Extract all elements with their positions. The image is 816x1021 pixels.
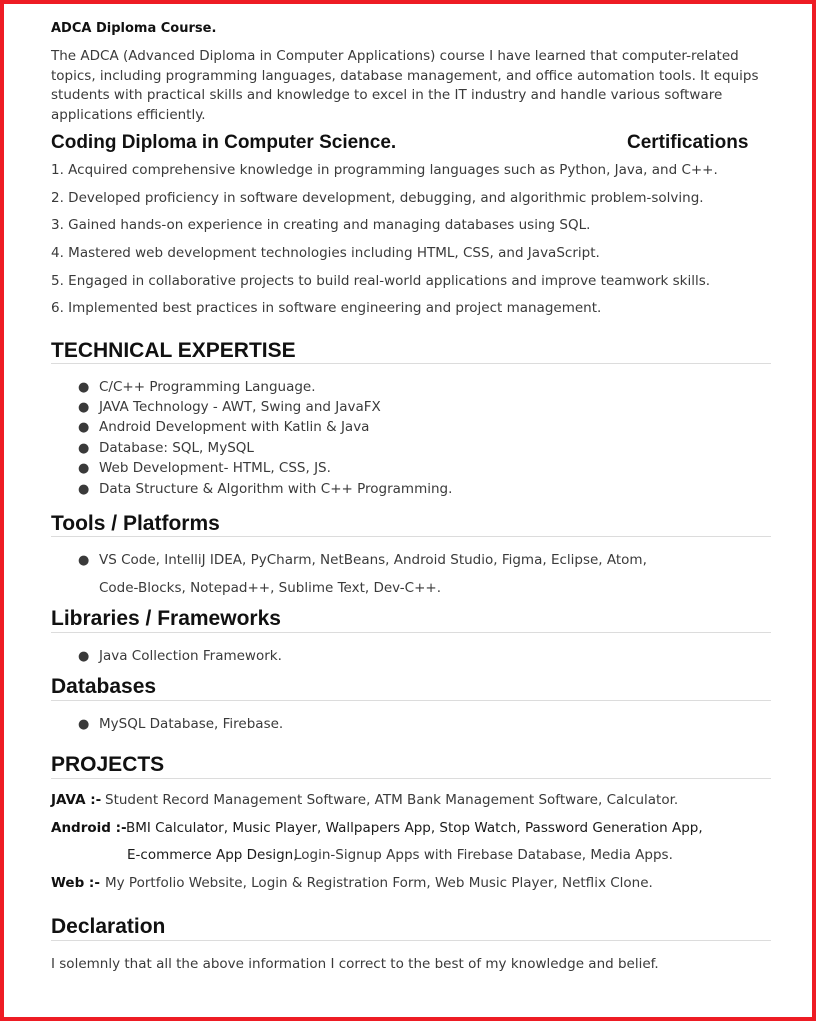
diploma-item-6: 6. Implemented best practices in softwar… (51, 300, 602, 316)
diploma-item-2: 2. Developed proficiency in software dev… (51, 190, 704, 206)
tools-heading: Tools / Platforms (51, 512, 220, 535)
tech-item-3: Android Development with Katlin & Java (99, 419, 370, 435)
tech-item-5: Web Development- HTML, CSS, JS. (99, 460, 331, 476)
project-java-label: JAVA :- (51, 792, 102, 808)
bullet-icon: ● (78, 461, 90, 476)
bullet-icon: ● (78, 482, 90, 497)
bullet-icon: ● (78, 380, 90, 395)
libraries-heading: Libraries / Frameworks (51, 607, 281, 630)
bullet-icon: ● (78, 441, 90, 456)
section-divider (51, 632, 771, 633)
bullet-icon: ● (78, 649, 90, 664)
certifications-label: Certifications (627, 132, 749, 153)
bullet-icon: ● (78, 420, 90, 435)
coding-diploma-title: Coding Diploma in Computer Science. (51, 132, 397, 153)
libraries-item: Java Collection Framework. (99, 648, 282, 664)
bullet-icon: ● (78, 400, 90, 415)
project-android-line-2b: Login-Signup Apps with Firebase Database… (294, 847, 673, 863)
project-android-label: Android :- (51, 820, 127, 836)
tech-item-2: JAVA Technology - AWT, Swing and JavaFX (99, 399, 381, 415)
project-java-text: Student Record Management Software, ATM … (105, 792, 679, 808)
adca-paragraph: The ADCA (Advanced Diploma in Computer A… (51, 48, 759, 123)
section-divider (51, 778, 771, 779)
project-web-label: Web :- (51, 875, 100, 891)
adca-title: ADCA Diploma Course. (51, 21, 217, 36)
project-web-text: My Portfolio Website, Login & Registrati… (105, 875, 653, 891)
databases-heading: Databases (51, 675, 157, 698)
databases-item: MySQL Database, Firebase. (99, 716, 284, 732)
tools-line-1: VS Code, IntelliJ IDEA, PyCharm, NetBean… (99, 552, 647, 568)
section-divider (51, 363, 771, 364)
tech-item-6: Data Structure & Algorithm with C++ Prog… (99, 481, 453, 497)
diploma-item-3: 3. Gained hands-on experience in creatin… (51, 217, 591, 233)
diploma-item-1: 1. Acquired comprehensive knowledge in p… (51, 162, 718, 178)
section-divider (51, 940, 771, 941)
declaration-heading: Declaration (51, 915, 166, 938)
section-divider (51, 700, 771, 701)
bullet-icon: ● (78, 553, 90, 568)
project-android-line-1: BMI Calculator, Music Player, Wallpapers… (126, 820, 703, 836)
section-divider (51, 536, 771, 537)
bullet-icon: ● (78, 717, 90, 732)
tech-item-1: C/C++ Programming Language. (99, 379, 316, 395)
declaration-text: I solemnly that all the above informatio… (51, 956, 659, 972)
tools-line-2: Code-Blocks, Notepad++, Sublime Text, De… (99, 580, 442, 596)
projects-heading: PROJECTS (51, 753, 165, 776)
project-android-line-2a: E-commerce App Design, (127, 847, 298, 863)
diploma-item-5: 5. Engaged in collaborative projects to … (51, 273, 711, 289)
technical-expertise-heading: TECHNICAL EXPERTISE (51, 339, 296, 362)
tech-item-4: Database: SQL, MySQL (99, 440, 254, 456)
diploma-item-4: 4. Mastered web development technologies… (51, 245, 600, 261)
